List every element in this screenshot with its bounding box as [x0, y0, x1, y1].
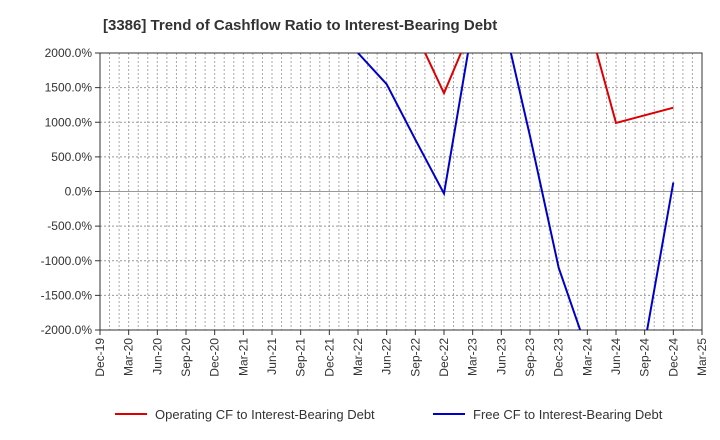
legend: Operating CF to Interest-Bearing Debt Fre…: [115, 407, 663, 422]
x-tick-label: Mar-23: [466, 338, 480, 376]
y-tick-label: 0.0%: [65, 185, 93, 199]
x-tick-label: Mar-21: [236, 338, 250, 376]
x-tick-label: Mar-24: [580, 338, 594, 376]
x-tick-label: Dec-23: [552, 338, 566, 377]
series-line-1: [424, 53, 674, 125]
grid: [100, 53, 702, 330]
y-axis: 2000.0% 1500.0% 1000.0% 500.0% 0.0% -500.0% -1…: [41, 46, 100, 337]
series: [357, 53, 675, 330]
legend-label-1: Operating CF to Interest-Bearing Debt: [155, 407, 375, 422]
y-tick-label: -2000.0%: [41, 323, 93, 337]
y-tick-label: 2000.0%: [45, 46, 93, 60]
x-axis: Dec-19 Mar-20 Jun-20 Sep-20 Dec-20 Mar-21 Jun-…: [93, 330, 709, 377]
x-tick-label: Sep-24: [638, 338, 652, 377]
x-tick-label: Dec-19: [93, 338, 107, 377]
x-tick-label: Sep-23: [523, 338, 537, 377]
y-tick-label: 500.0%: [51, 150, 92, 164]
x-tick-label: Dec-24: [666, 338, 680, 377]
x-tick-label: Jun-24: [609, 338, 623, 375]
x-tick-label: Jun-21: [265, 338, 279, 375]
x-tick-label: Mar-22: [351, 338, 365, 376]
x-tick-label: Jun-23: [494, 338, 508, 375]
x-tick-label: Sep-22: [408, 338, 422, 377]
x-tick-label: Dec-20: [208, 338, 222, 377]
y-tick-label: 1500.0%: [45, 81, 93, 95]
x-tick-label: Sep-21: [294, 338, 308, 377]
y-tick-label: -1000.0%: [41, 254, 93, 268]
x-tick-label: Jun-20: [150, 338, 164, 375]
x-tick-label: Jun-22: [380, 338, 394, 375]
x-tick-label: Mar-20: [122, 338, 136, 376]
x-tick-label: Sep-20: [179, 338, 193, 377]
y-tick-label: -1500.0%: [41, 288, 93, 302]
legend-label-2: Free CF to Interest-Bearing Debt: [473, 407, 663, 422]
series-line-2: [357, 53, 675, 330]
chart-title: [3386] Trend of Cashflow Ratio to Intere…: [103, 17, 497, 34]
x-tick-label: Mar-25: [695, 338, 709, 376]
x-tick-label: Dec-22: [437, 338, 451, 377]
y-tick-label: 1000.0%: [45, 115, 93, 129]
y-tick-label: -500.0%: [47, 219, 92, 233]
x-tick-label: Dec-21: [322, 338, 336, 377]
